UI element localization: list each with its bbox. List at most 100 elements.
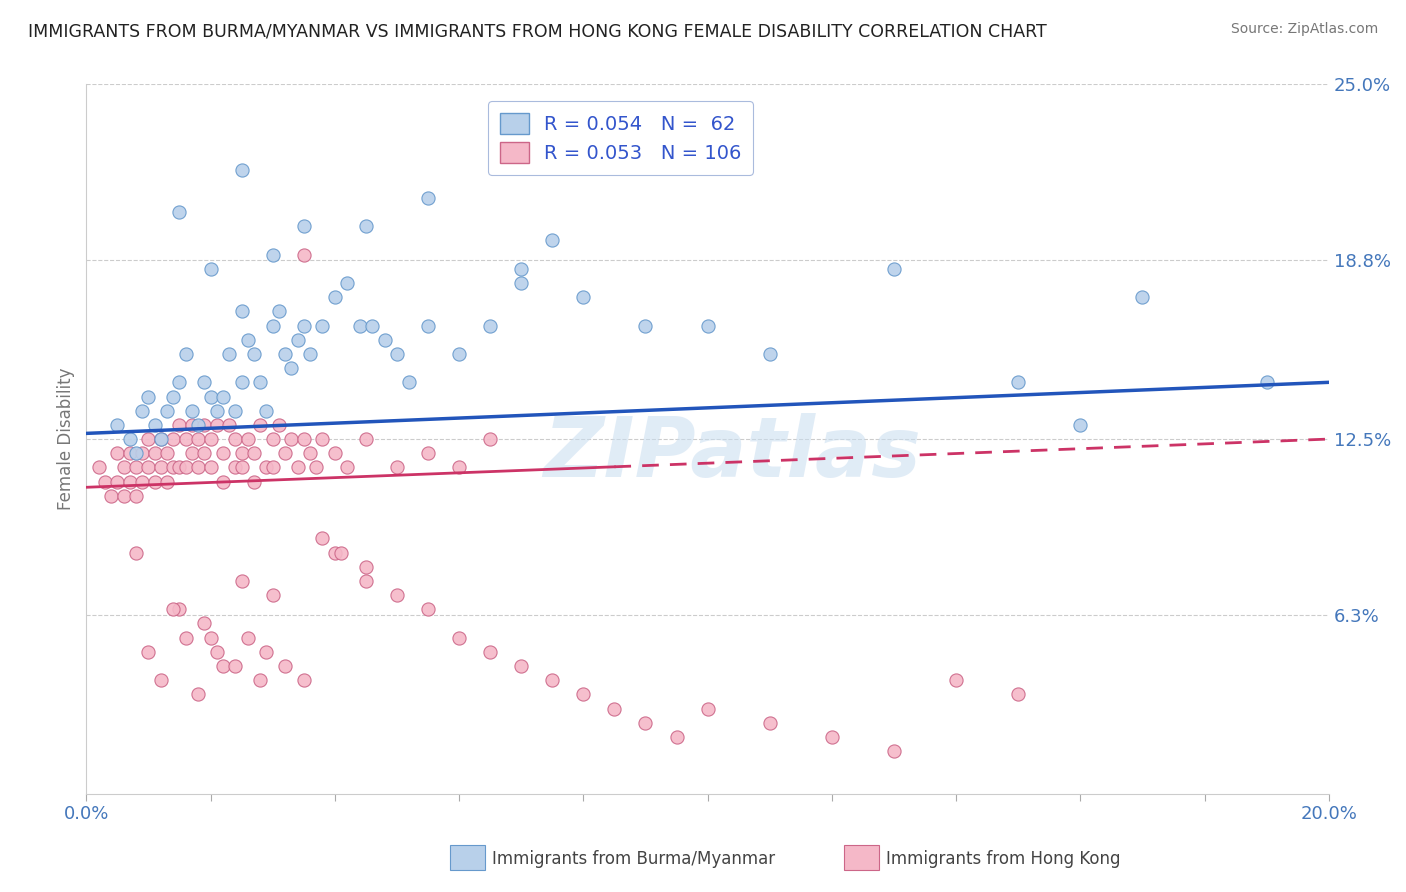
Point	[385, 460, 408, 475]
Point	[236, 631, 259, 645]
Point	[200, 390, 222, 404]
Point	[1007, 376, 1029, 390]
Point	[280, 432, 302, 446]
Point	[236, 333, 259, 347]
Point	[373, 333, 395, 347]
Point	[125, 545, 148, 559]
Point	[280, 361, 302, 376]
Point	[449, 631, 471, 645]
Point	[236, 432, 259, 446]
Point	[105, 446, 128, 460]
Text: ZIPatlas: ZIPatlas	[544, 413, 921, 494]
Point	[187, 432, 209, 446]
Point	[249, 376, 271, 390]
Point	[696, 318, 718, 333]
Point	[205, 403, 228, 417]
Point	[224, 659, 246, 673]
Point	[821, 730, 844, 744]
Point	[696, 701, 718, 715]
Point	[231, 376, 253, 390]
Point	[131, 403, 153, 417]
Point	[262, 432, 284, 446]
Point	[162, 390, 184, 404]
Point	[416, 191, 439, 205]
Point	[311, 532, 333, 546]
Point	[156, 475, 179, 489]
Point	[287, 460, 309, 475]
Point	[149, 432, 172, 446]
Point	[118, 446, 141, 460]
Legend: R = 0.054   N =  62, R = 0.053   N = 106: R = 0.054 N = 62, R = 0.053 N = 106	[488, 102, 754, 175]
Point	[572, 290, 595, 304]
Point	[131, 475, 153, 489]
Point	[361, 318, 384, 333]
Point	[256, 645, 278, 659]
Point	[1132, 290, 1154, 304]
Point	[510, 261, 533, 276]
Point	[292, 318, 315, 333]
Point	[883, 261, 905, 276]
Point	[218, 417, 240, 432]
Point	[274, 659, 297, 673]
Point	[243, 475, 266, 489]
Point	[156, 446, 179, 460]
Point	[224, 403, 246, 417]
Point	[311, 432, 333, 446]
Point	[385, 347, 408, 361]
Point	[665, 730, 688, 744]
Point	[118, 475, 141, 489]
Point	[292, 247, 315, 261]
Point	[416, 446, 439, 460]
Point	[298, 347, 321, 361]
Point	[1256, 376, 1278, 390]
Point	[200, 631, 222, 645]
Point	[249, 417, 271, 432]
Point	[138, 460, 160, 475]
Point	[205, 417, 228, 432]
Point	[541, 234, 564, 248]
Point	[138, 390, 160, 404]
Point	[224, 460, 246, 475]
Point	[169, 376, 191, 390]
Point	[105, 417, 128, 432]
Point	[416, 602, 439, 616]
Point	[398, 376, 420, 390]
Point	[479, 318, 502, 333]
Point	[180, 446, 202, 460]
Point	[149, 432, 172, 446]
Point	[231, 446, 253, 460]
Point	[118, 432, 141, 446]
Point	[125, 460, 148, 475]
Text: IMMIGRANTS FROM BURMA/MYANMAR VS IMMIGRANTS FROM HONG KONG FEMALE DISABILITY COR: IMMIGRANTS FROM BURMA/MYANMAR VS IMMIGRA…	[28, 22, 1047, 40]
Point	[510, 276, 533, 290]
Point	[256, 403, 278, 417]
Point	[634, 715, 657, 730]
Point	[87, 460, 110, 475]
Point	[193, 376, 215, 390]
Point	[162, 432, 184, 446]
Point	[169, 205, 191, 219]
Y-axis label: Female Disability: Female Disability	[58, 368, 75, 510]
Point	[292, 219, 315, 234]
Point	[354, 432, 377, 446]
Point	[758, 715, 780, 730]
Point	[131, 446, 153, 460]
Point	[187, 417, 209, 432]
Point	[267, 417, 290, 432]
Point	[292, 432, 315, 446]
Point	[218, 347, 240, 361]
Point	[883, 744, 905, 758]
Point	[193, 417, 215, 432]
Point	[149, 673, 172, 688]
Point	[193, 446, 215, 460]
Point	[162, 460, 184, 475]
Point	[231, 304, 253, 318]
Point	[231, 460, 253, 475]
Point	[94, 475, 117, 489]
Point	[449, 347, 471, 361]
Point	[125, 489, 148, 503]
Point	[385, 588, 408, 602]
Point	[105, 475, 128, 489]
Point	[287, 333, 309, 347]
Point	[243, 446, 266, 460]
